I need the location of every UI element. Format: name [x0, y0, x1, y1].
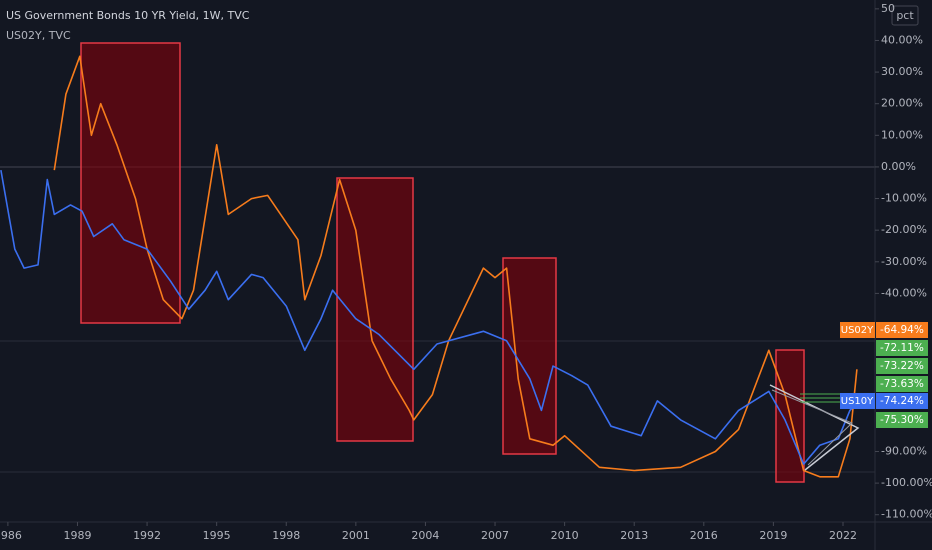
- series-tag-box: [840, 322, 875, 338]
- unit-box[interactable]: [891, 5, 919, 26]
- series-tag: US02Y: [841, 325, 874, 336]
- x-tick-label: 1998: [272, 529, 300, 542]
- y-tick-label: -20.00%: [881, 223, 927, 236]
- x-tick-label: 2019: [759, 529, 787, 542]
- chart-subtitle: US02Y, TVC: [6, 29, 71, 42]
- x-tick-label: 2010: [551, 529, 579, 542]
- y-tick-label: -100.00%: [881, 476, 932, 489]
- unit-label[interactable]: pct: [896, 9, 914, 22]
- x-tick-label: 2004: [411, 529, 439, 542]
- price-label: -72.11%: [880, 342, 924, 354]
- price-label: -74.24%: [880, 395, 924, 407]
- price-label-box: [876, 393, 928, 409]
- series-lines: [0, 55, 860, 478]
- price-label-box: [876, 340, 928, 356]
- series-tag-box: [840, 393, 875, 409]
- y-tick-label: -10.00%: [881, 192, 927, 205]
- price-label-box: [876, 322, 928, 338]
- price-label: -64.94%: [880, 324, 924, 336]
- y-tick-label: -40.00%: [881, 286, 927, 299]
- triangle-drawing: [769, 384, 860, 471]
- y-tick-label: 10.00%: [881, 128, 923, 141]
- x-tick-label: 2016: [690, 529, 718, 542]
- price-label: -73.22%: [880, 360, 924, 372]
- triangle-drawing: [771, 389, 853, 466]
- y-tick-label: -110.00%: [881, 508, 932, 521]
- price-label-box: [876, 376, 928, 392]
- price-label: -73.63%: [880, 378, 924, 390]
- x-tick-label: 1992: [133, 529, 161, 542]
- y-tick-label: 30.00%: [881, 65, 923, 78]
- series-line: [0, 169, 860, 465]
- y-tick-label: -90.00%: [881, 444, 927, 457]
- x-tick-label: 1995: [203, 529, 231, 542]
- series-tag: US10Y: [841, 396, 874, 407]
- x-tick-label: 2001: [342, 529, 370, 542]
- price-label: -75.30%: [880, 414, 924, 426]
- highlight-box: [775, 349, 805, 483]
- y-tick-label: 50: [881, 2, 895, 15]
- y-tick-label: -30.00%: [881, 255, 927, 268]
- highlight-boxes: [80, 42, 805, 483]
- highlight-box: [336, 177, 414, 442]
- y-tick-label: 20.00%: [881, 97, 923, 110]
- chart-title: US Government Bonds 10 YR Yield, 1W, TVC: [6, 9, 250, 22]
- y-tick-label: 0.00%: [881, 160, 916, 173]
- series-line: [53, 55, 858, 478]
- y-tick-label: 40.00%: [881, 33, 923, 46]
- price-label-box: [876, 412, 928, 428]
- x-tick-label: 2022: [829, 529, 857, 542]
- x-tick-label: 2013: [620, 529, 648, 542]
- highlight-box: [502, 257, 557, 455]
- price-label-box: [876, 358, 928, 374]
- x-tick-label: 1986: [0, 529, 22, 542]
- x-tick-label: 1989: [63, 529, 91, 542]
- x-tick-label: 2007: [481, 529, 509, 542]
